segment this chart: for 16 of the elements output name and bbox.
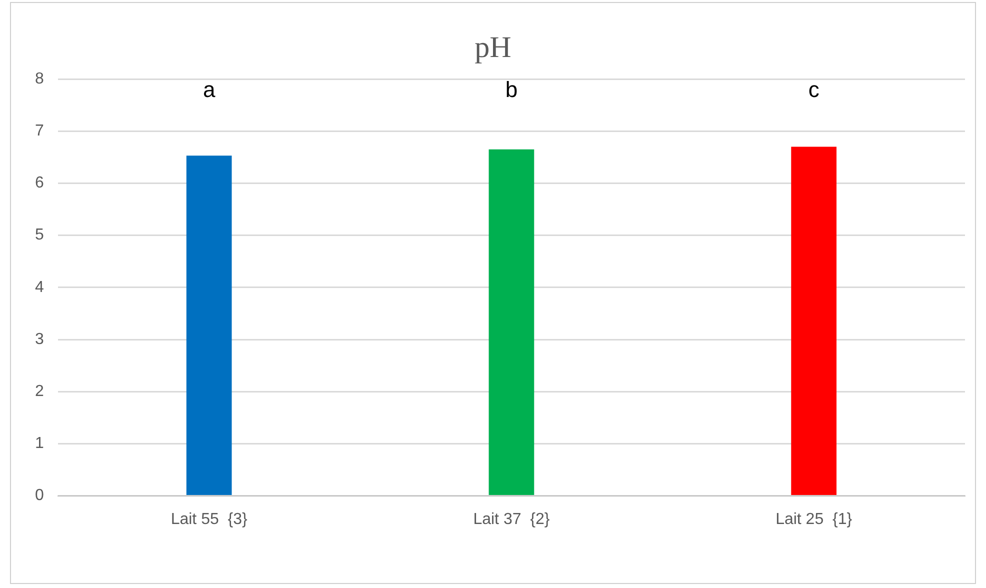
y-tick-label: 1 — [34, 435, 44, 452]
chart-title: pH — [474, 30, 512, 64]
y-tick-label: 8 — [34, 70, 44, 88]
x-tick-label: Lait 55 {3} — [170, 510, 248, 528]
y-tick-label: 2 — [34, 383, 44, 400]
y-tick-label: 5 — [34, 226, 44, 244]
annotation: a — [202, 77, 216, 102]
y-tick-label: 0 — [34, 487, 44, 504]
y-tick-label: 6 — [34, 174, 44, 192]
y-tick-label: 7 — [34, 122, 44, 140]
y-tick-label: 3 — [34, 330, 44, 348]
annotation: b — [505, 77, 518, 102]
annotation: c — [808, 77, 820, 102]
x-tick-label: Lait 25 {1} — [776, 510, 853, 528]
x-tick-label: Lait 37 {2} — [473, 510, 550, 528]
y-tick-label: 4 — [34, 278, 44, 296]
